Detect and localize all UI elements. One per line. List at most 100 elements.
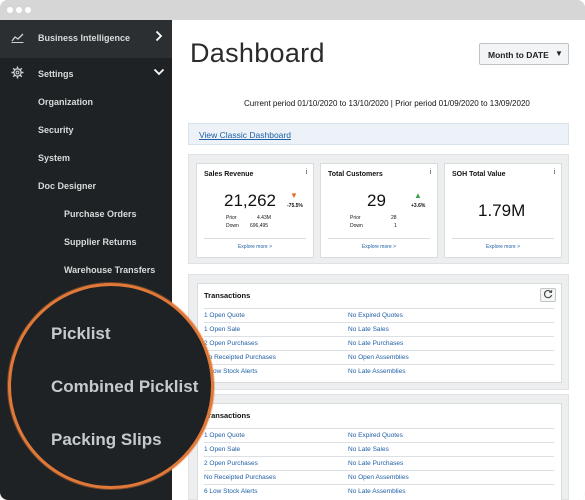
period-select-button[interactable]: Month to DATE ▼ <box>479 43 569 65</box>
table-row: No Receipted Purchases No Open Assemblie… <box>204 350 554 364</box>
table-row: 1 Open Sale No Late Sales <box>204 442 554 456</box>
main-content: Dashboard Month to DATE ▼ Current period… <box>172 20 585 500</box>
info-icon[interactable]: i <box>429 169 431 176</box>
explore-more-link[interactable]: Explore more > <box>237 244 273 250</box>
kpi-prior-value: 28 <box>391 215 397 221</box>
window-dot <box>25 7 31 13</box>
transaction-link[interactable]: No Expired Quotes <box>348 432 403 439</box>
transaction-link[interactable]: 2 Open Purchases <box>204 460 258 467</box>
kpi-change-percent: -75.5% <box>287 203 303 209</box>
chevron-right-icon <box>155 29 163 45</box>
table-row: 6 Low Stock Alerts No Late Assemblies <box>204 484 554 498</box>
trend-up-icon: ▲ <box>414 191 422 200</box>
transactions-panel: Transactions 1 Open Quote No Expired Quo… <box>197 403 562 500</box>
window-dot <box>7 7 13 13</box>
table-row: 2 Open Purchases No Late Purchases <box>204 456 554 470</box>
transaction-link[interactable]: 1 Open Quote <box>204 312 245 319</box>
kpi-down-value: 696,495 <box>250 223 269 229</box>
transaction-link[interactable]: No Late Purchases <box>348 340 404 347</box>
table-row: 1 Open Sale No Late Sales <box>204 322 554 336</box>
sidebar-item-settings[interactable]: Settings <box>0 64 172 84</box>
transaction-link[interactable]: No Late Purchases <box>348 460 404 467</box>
kpi-prior-label: Prior <box>350 215 361 221</box>
sidebar-subitem-purchase-orders[interactable]: Purchase Orders <box>64 209 137 219</box>
kpi-card-sales-revenue: Sales Revenue i 21,262 ▼ -75.5% Prior 4.… <box>196 163 314 258</box>
divider <box>204 238 306 239</box>
transaction-link[interactable]: No Late Assemblies <box>348 368 406 375</box>
transaction-link[interactable]: No Late Assemblies <box>348 488 406 495</box>
period-range-text: Current period 01/10/2020 to 13/10/2020 … <box>244 99 530 108</box>
window-dot <box>16 7 22 13</box>
transaction-link[interactable]: No Receipted Purchases <box>204 354 276 361</box>
refresh-icon[interactable] <box>540 288 556 302</box>
kpi-down-value: 1 <box>394 223 397 229</box>
transaction-link[interactable]: No Open Assemblies <box>348 354 409 361</box>
kpi-title: SOH Total Value <box>452 171 506 178</box>
table-row: No Receipted Purchases No Open Assemblie… <box>204 470 554 484</box>
kpi-change-percent: +3.6% <box>411 203 426 209</box>
transactions-section: Transactions 1 Open Quote No Expired Quo… <box>188 394 569 500</box>
table-row: 1 Open Quote No Expired Quotes <box>204 308 554 322</box>
sidebar-subitem-warehouse-transfers[interactable]: Warehouse Transfers <box>64 265 156 275</box>
sidebar-item-doc-designer[interactable]: Doc Designer <box>38 181 97 191</box>
sidebar-subitem-combined-picklist[interactable]: Combined Picklist <box>51 377 199 396</box>
transaction-link[interactable]: 6 Low Stock Alerts <box>204 488 258 495</box>
transaction-link[interactable]: 1 Open Quote <box>204 432 245 439</box>
sidebar-subitem-supplier-returns[interactable]: Supplier Returns <box>64 237 137 247</box>
kpi-section: Sales Revenue i 21,262 ▼ -75.5% Prior 4.… <box>188 154 569 264</box>
period-select-label: Month to DATE <box>488 50 549 60</box>
table-row: 2 Open Purchases No Late Purchases <box>204 336 554 350</box>
sidebar-subitem-picklist[interactable]: Picklist <box>51 324 111 343</box>
transactions-title: Transactions <box>204 411 251 420</box>
info-icon[interactable]: i <box>305 169 307 176</box>
kpi-card-total-customers: Total Customers i 29 ▲ +3.6% Prior 28 Do… <box>320 163 438 258</box>
info-icon[interactable]: i <box>553 169 555 176</box>
page-title: Dashboard <box>190 38 325 68</box>
explore-more-link[interactable]: Explore more > <box>485 244 521 250</box>
kpi-value: 1.79M <box>478 201 526 220</box>
transaction-link[interactable]: 1 Open Sale <box>204 326 241 333</box>
transaction-link[interactable]: No Late Sales <box>348 326 389 333</box>
transaction-link[interactable]: No Receipted Purchases <box>204 474 276 481</box>
kpi-title: Sales Revenue <box>204 171 254 178</box>
kpi-prior-value: 4.43M <box>257 215 271 221</box>
sidebar-item-business-intelligence[interactable]: Business Intelligence <box>0 20 172 58</box>
transactions-section: Transactions 1 Open Quote No Expired Quo… <box>188 274 569 390</box>
magnifier-lens: Picklist Combined Picklist Packing Slips <box>8 283 214 489</box>
classic-dashboard-bar: View Classic Dashboard <box>188 123 569 145</box>
sidebar-item-label: Business Intelligence <box>38 33 131 43</box>
divider <box>452 238 554 239</box>
transactions-panel: Transactions 1 Open Quote No Expired Quo… <box>197 283 562 383</box>
kpi-card-soh-total-value: SOH Total Value i 1.79M Explore more > <box>444 163 562 258</box>
transaction-link[interactable]: No Expired Quotes <box>348 312 403 319</box>
trend-down-icon: ▼ <box>290 191 298 200</box>
window-titlebar <box>0 0 585 20</box>
kpi-down-label: Down <box>226 223 239 229</box>
table-row: 1 Open Quote No Expired Quotes <box>204 428 554 442</box>
chevron-down-icon <box>153 65 165 79</box>
explore-more-link[interactable]: Explore more > <box>361 244 397 250</box>
kpi-value: 21,262 <box>224 191 276 210</box>
view-classic-dashboard-link[interactable]: View Classic Dashboard <box>199 130 291 140</box>
kpi-prior-label: Prior <box>226 215 237 221</box>
transaction-link[interactable]: No Late Sales <box>348 446 389 453</box>
transaction-link[interactable]: 1 Open Sale <box>204 446 241 453</box>
sidebar-item-label: Settings <box>38 69 74 79</box>
transaction-link[interactable]: No Open Assemblies <box>348 474 409 481</box>
sidebar-item-organization[interactable]: Organization <box>38 97 94 107</box>
table-row: 6 Low Stock Alerts No Late Assemblies <box>204 364 554 378</box>
transactions-title: Transactions <box>204 291 251 300</box>
divider <box>328 238 430 239</box>
line-chart-icon <box>11 32 24 46</box>
caret-down-icon: ▼ <box>555 49 563 58</box>
kpi-down-label: Down <box>350 223 363 229</box>
sidebar-item-system[interactable]: System <box>38 153 71 163</box>
transaction-link[interactable]: 6 Low Stock Alerts <box>204 368 258 375</box>
kpi-value: 29 <box>367 191 386 210</box>
transaction-link[interactable]: 2 Open Purchases <box>204 340 258 347</box>
sidebar-subitem-packing-slips[interactable]: Packing Slips <box>51 430 162 449</box>
kpi-title: Total Customers <box>328 171 383 178</box>
sidebar-item-security[interactable]: Security <box>38 125 74 135</box>
gear-icon <box>11 66 24 82</box>
